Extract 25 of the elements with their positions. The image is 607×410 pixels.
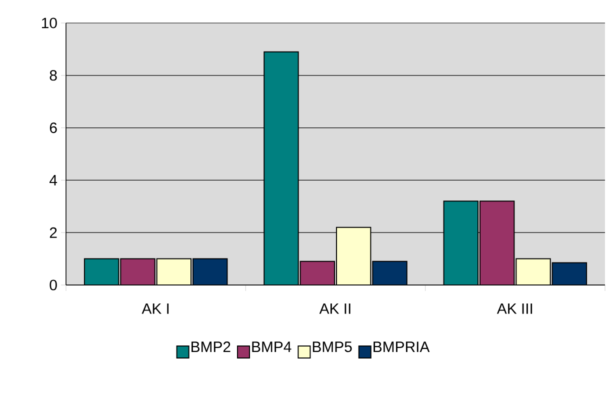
bar	[120, 258, 156, 285]
bar	[336, 226, 372, 285]
y-tick-label: 8	[50, 70, 57, 81]
legend-label: BMP4	[252, 342, 292, 352]
bar	[516, 258, 551, 285]
y-tick-label: 4	[50, 175, 58, 186]
legend-label: BMPRIA	[374, 342, 430, 352]
bar	[479, 200, 515, 285]
bar	[300, 260, 336, 285]
legend-label: BMP2	[192, 342, 230, 352]
x-tick-label: AK III	[496, 304, 532, 314]
y-tick-label: 10	[42, 18, 57, 28]
x-tick-label: AK I	[142, 304, 169, 314]
y-tick-label: 6	[50, 122, 57, 134]
bar	[443, 200, 478, 285]
bar	[156, 258, 192, 285]
bar	[264, 51, 299, 285]
x-tick-label: AK II	[319, 304, 350, 314]
bar	[372, 260, 408, 285]
y-tick-label: 2	[50, 227, 57, 238]
bar	[552, 262, 588, 285]
bar	[192, 258, 228, 285]
y-tick-label: 0	[50, 280, 57, 290]
bar	[84, 258, 120, 285]
legend-label: BMP5	[312, 342, 352, 352]
